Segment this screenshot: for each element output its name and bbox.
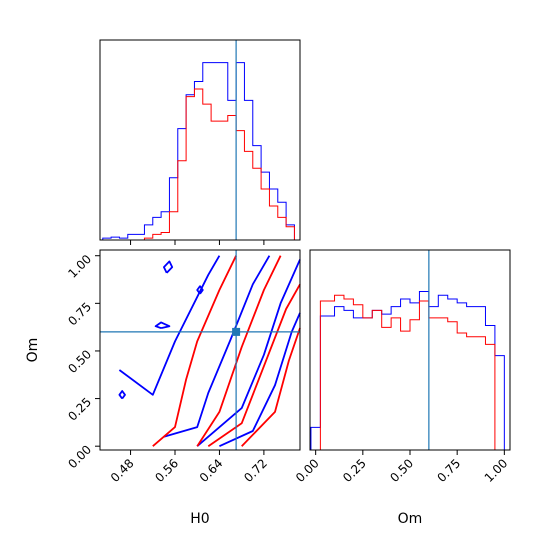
- h0-hist-blue: [102, 62, 295, 240]
- h0-hist-red: [102, 88, 295, 241]
- om-xtick-label-0: 0.00: [293, 456, 322, 485]
- om-hist-blue: [310, 291, 505, 450]
- om-ytick-label-2: 0.50: [65, 347, 94, 376]
- h0-xtick-label-1: 0.56: [152, 456, 181, 485]
- panel-h0-histogram: [99, 39, 301, 245]
- contour-blue-0: [118, 255, 221, 396]
- panel-contour: 0.48 0.56 0.64 0.72 0.00 0.25 0.50 0.75 1.00: [65, 249, 301, 485]
- om-xtick-label-3: 0.75: [434, 456, 463, 485]
- truth-marker: [232, 327, 241, 336]
- contour-red-3: [241, 327, 301, 447]
- h0-hist-ticks: [130, 240, 265, 245]
- h0-xtick-label-3: 0.72: [241, 456, 270, 485]
- contour-lines: [118, 255, 301, 448]
- om-hist-frame: [309, 249, 511, 451]
- om-ytick-label-4: 1.00: [65, 252, 94, 281]
- om-hist-ticks: 0.00 0.25 0.50 0.75 1.00: [293, 450, 510, 485]
- h0-hist-red-line: [102, 88, 295, 241]
- contour-blue-5: [154, 321, 171, 329]
- om-ytick-label-1: 0.25: [65, 395, 94, 424]
- contour-blue-7: [196, 285, 204, 295]
- contour-blue-2: [196, 259, 301, 447]
- h0-xtick-label-0: 0.48: [108, 456, 137, 485]
- om-ytick-label-0: 0.00: [65, 442, 94, 471]
- contour-blue-6: [162, 260, 174, 274]
- contour-red-0: [152, 255, 237, 447]
- contour-blue-4: [118, 390, 126, 400]
- h0-hist-blue-line: [102, 62, 295, 240]
- contour-blue-3: [219, 312, 301, 448]
- contour-red-1: [196, 255, 282, 447]
- x-axis-label-h0: H0: [190, 511, 209, 527]
- y-axis-label-om: Om: [25, 338, 41, 363]
- contour-frame: [99, 249, 301, 451]
- om-xtick-label-1: 0.25: [340, 456, 369, 485]
- om-hist-red: [310, 294, 505, 451]
- om-xtick-label-2: 0.50: [387, 456, 416, 485]
- contour-blue-1: [163, 255, 271, 438]
- contour-red-2: [207, 283, 301, 447]
- om-ytick-label-3: 0.75: [65, 300, 94, 329]
- x-axis-label-om: Om: [398, 511, 423, 527]
- h0-xtick-label-2: 0.64: [197, 456, 226, 485]
- panel-om-histogram: 0.00 0.25 0.50 0.75 1.00: [293, 249, 511, 485]
- om-hist-blue-line: [310, 291, 505, 450]
- om-hist-red-line: [310, 294, 505, 451]
- om-xtick-label-4: 1.00: [482, 456, 511, 485]
- h0-hist-frame: [99, 39, 301, 241]
